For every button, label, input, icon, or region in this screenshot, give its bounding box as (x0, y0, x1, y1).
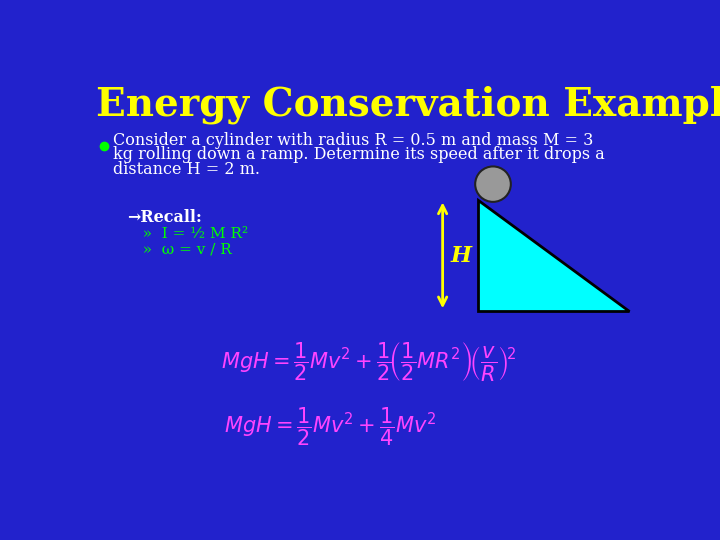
Text: $\mathit{MgH} = \dfrac{1}{2}\mathit{Mv}^2 + \dfrac{1}{4}\mathit{Mv}^2$: $\mathit{MgH} = \dfrac{1}{2}\mathit{Mv}^… (224, 406, 436, 448)
Text: Energy Conservation Example: Energy Conservation Example (96, 85, 720, 124)
Text: H: H (451, 245, 472, 267)
Text: →Recall:: →Recall: (127, 209, 202, 226)
Text: Consider a cylinder with radius R = 0.5 m and mass M = 3: Consider a cylinder with radius R = 0.5 … (113, 132, 593, 148)
Text: »  ω = v / R: » ω = v / R (132, 242, 231, 256)
Circle shape (475, 166, 510, 202)
Polygon shape (477, 200, 629, 311)
Text: $\mathit{MgH} = \dfrac{1}{2}\mathit{Mv}^2 + \dfrac{1}{2}\!\left(\dfrac{1}{2}\mat: $\mathit{MgH} = \dfrac{1}{2}\mathit{Mv}^… (221, 340, 517, 383)
Text: kg rolling down a ramp. Determine its speed after it drops a: kg rolling down a ramp. Determine its sp… (113, 146, 605, 164)
Text: »  I = ½ M R²: » I = ½ M R² (132, 227, 248, 241)
Text: distance H = 2 m.: distance H = 2 m. (113, 161, 260, 178)
